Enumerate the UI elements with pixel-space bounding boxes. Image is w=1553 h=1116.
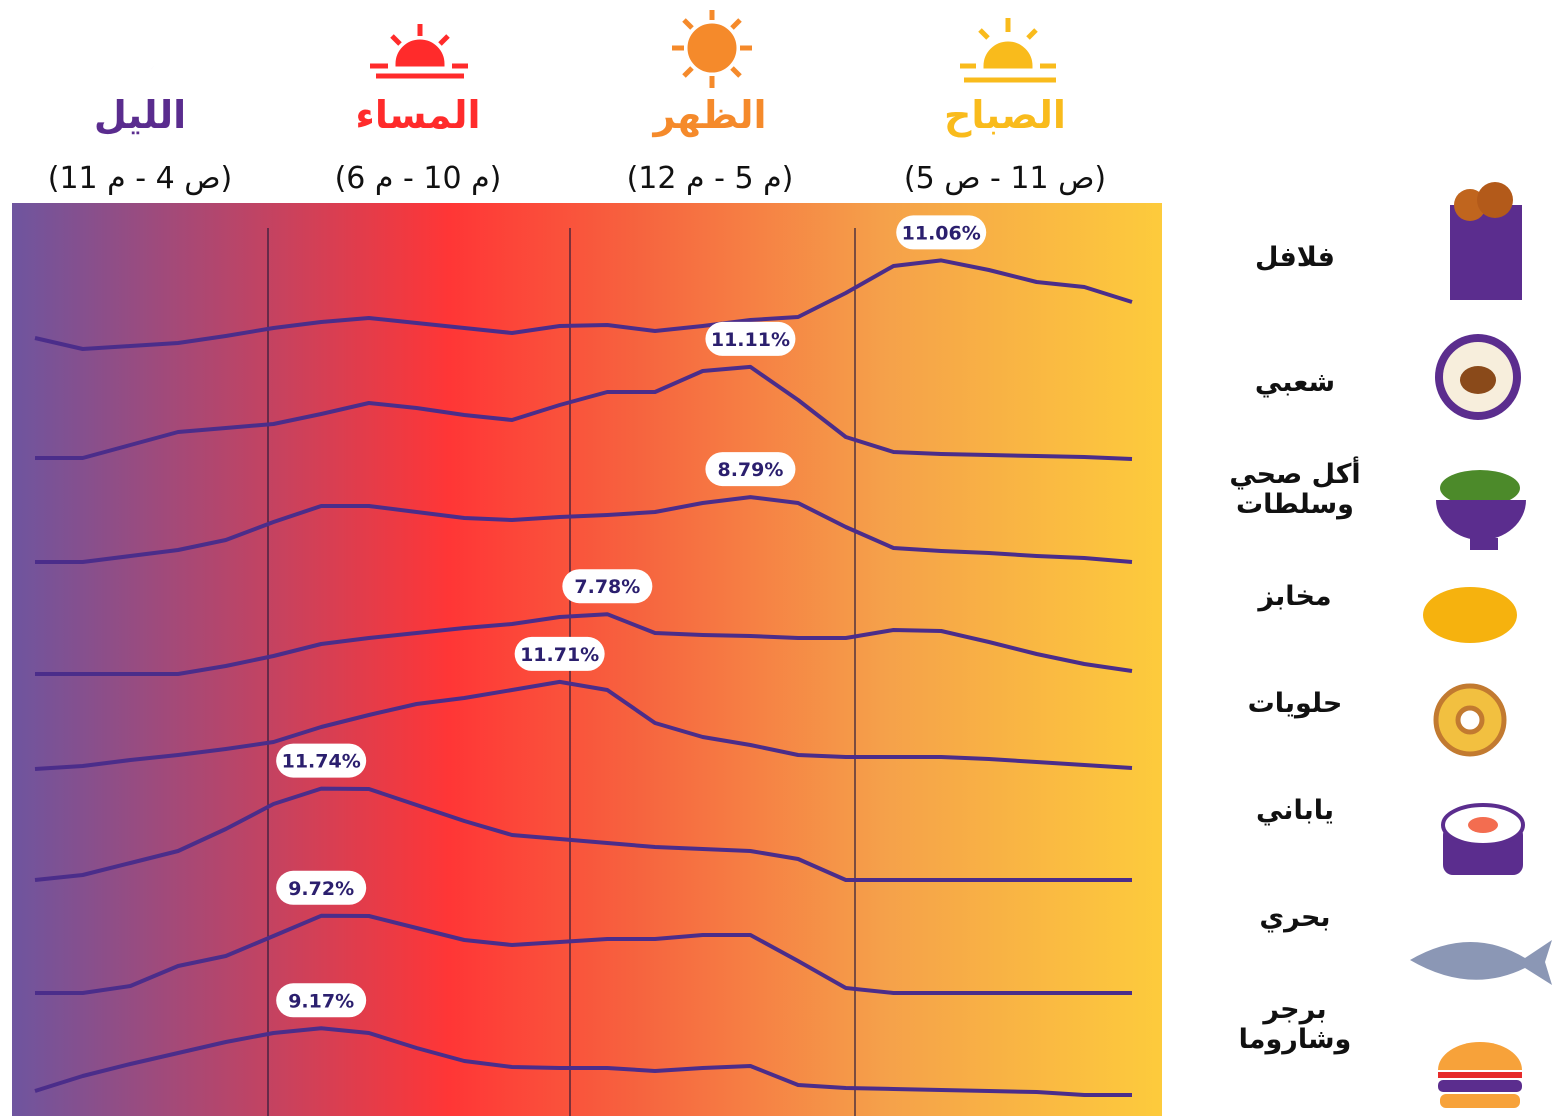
period-name: الظهر [651,93,766,137]
period-name: الليل [94,93,186,137]
value-label-pill [705,452,796,487]
moon-icon [114,26,161,77]
value-label: 8.79% [717,459,783,481]
period-name: الصباح [944,93,1066,137]
legend-label: ياباني [1255,795,1334,826]
series-line [34,679,1133,771]
falafel-icon [1450,182,1522,300]
legend-label: فلافل [1255,242,1335,273]
sunrise-icon [960,18,1056,83]
legend-label: حلويات [1247,688,1343,719]
value-label-pill [514,636,605,671]
period-time: (12 م - 5 م) [627,161,794,196]
series-line [35,612,1133,676]
fish-icon [1410,940,1552,985]
value-label-pill [276,743,367,778]
value-label: 11.06% [902,222,981,244]
donut-icon [1433,683,1507,757]
legend-label: أكل صحي وسلطات [1229,459,1361,520]
period-name: المساء [355,93,480,137]
series-line [34,786,1132,882]
bread-icon [1423,587,1517,643]
series-line [35,913,1132,995]
period-time: (5 ص - 11 ص) [904,161,1106,196]
value-label: 7.78% [574,576,640,598]
legend-label: مخابز [1258,581,1332,612]
legend-label: بحري [1259,902,1331,933]
value-label-pill [276,983,367,1018]
series-line [35,495,1133,564]
burger-icon [1438,1042,1522,1108]
period-time: (11 م - 4 ص) [48,161,232,196]
series-line [34,1026,1132,1097]
value-label-pill [276,870,367,905]
period-time: (6 م - 10 م) [335,161,502,196]
value-label: 11.71% [520,644,599,666]
salad-icon [1436,470,1526,550]
value-label-pill [705,321,796,356]
value-label-pill [896,215,987,250]
value-label: 11.74% [282,751,361,773]
period-dividers [267,228,856,1116]
legend-label: برجر وشاروما [1238,994,1352,1055]
value-label: 9.72% [288,878,354,900]
value-label: 11.11% [711,329,790,351]
legend-label: شعبي [1254,367,1336,398]
series-line [34,258,1133,351]
sunset-icon [370,24,468,79]
value-label-pill [562,569,653,604]
value-label: 9.17% [288,990,354,1012]
shaibi-icon [1435,334,1521,420]
sushi-icon [1441,803,1525,875]
series-line [35,364,1133,461]
sun-icon [672,10,752,88]
